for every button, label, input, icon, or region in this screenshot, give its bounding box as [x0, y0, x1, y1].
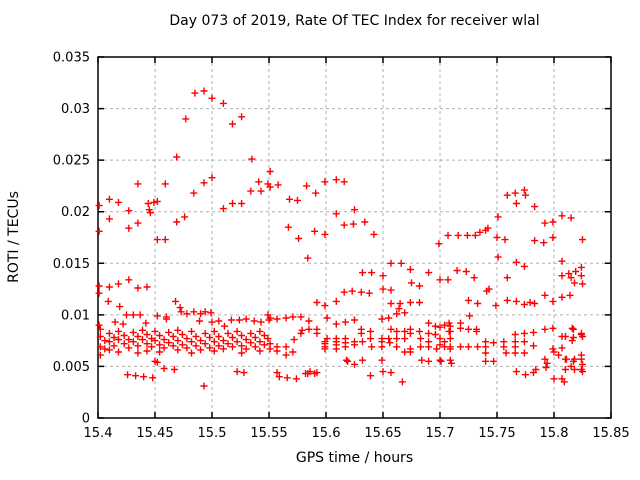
x-axis-label: GPS time / hours: [295, 450, 414, 466]
scatter-points: [95, 87, 586, 390]
y-tick-label: 0.015: [53, 257, 90, 272]
x-tick-label: 15.6: [312, 426, 341, 441]
x-tick-label: 15.75: [478, 426, 515, 441]
y-tick-label: 0.03: [61, 102, 90, 117]
x-tick-label: 15.55: [250, 426, 287, 441]
y-tick-label: 0.005: [53, 360, 90, 375]
x-tick-label: 15.45: [136, 426, 173, 441]
y-tick-label: 0.01: [61, 308, 90, 323]
chart-title: Day 073 of 2019, Rate Of TEC Index for r…: [169, 13, 540, 29]
x-tick-label: 15.4: [84, 426, 113, 441]
y-tick-label: 0.025: [53, 154, 90, 169]
x-tick-label: 15.85: [592, 426, 629, 441]
x-tick-label: 15.8: [540, 426, 569, 441]
x-tick-label: 15.65: [364, 426, 401, 441]
y-tick-label: 0: [82, 412, 90, 427]
x-tick-label: 15.7: [426, 426, 455, 441]
y-tick-label: 0.02: [61, 205, 90, 220]
y-tick-label: 0.035: [53, 51, 90, 66]
plot-border: [97, 56, 612, 419]
x-tick-label: 15.5: [198, 426, 227, 441]
